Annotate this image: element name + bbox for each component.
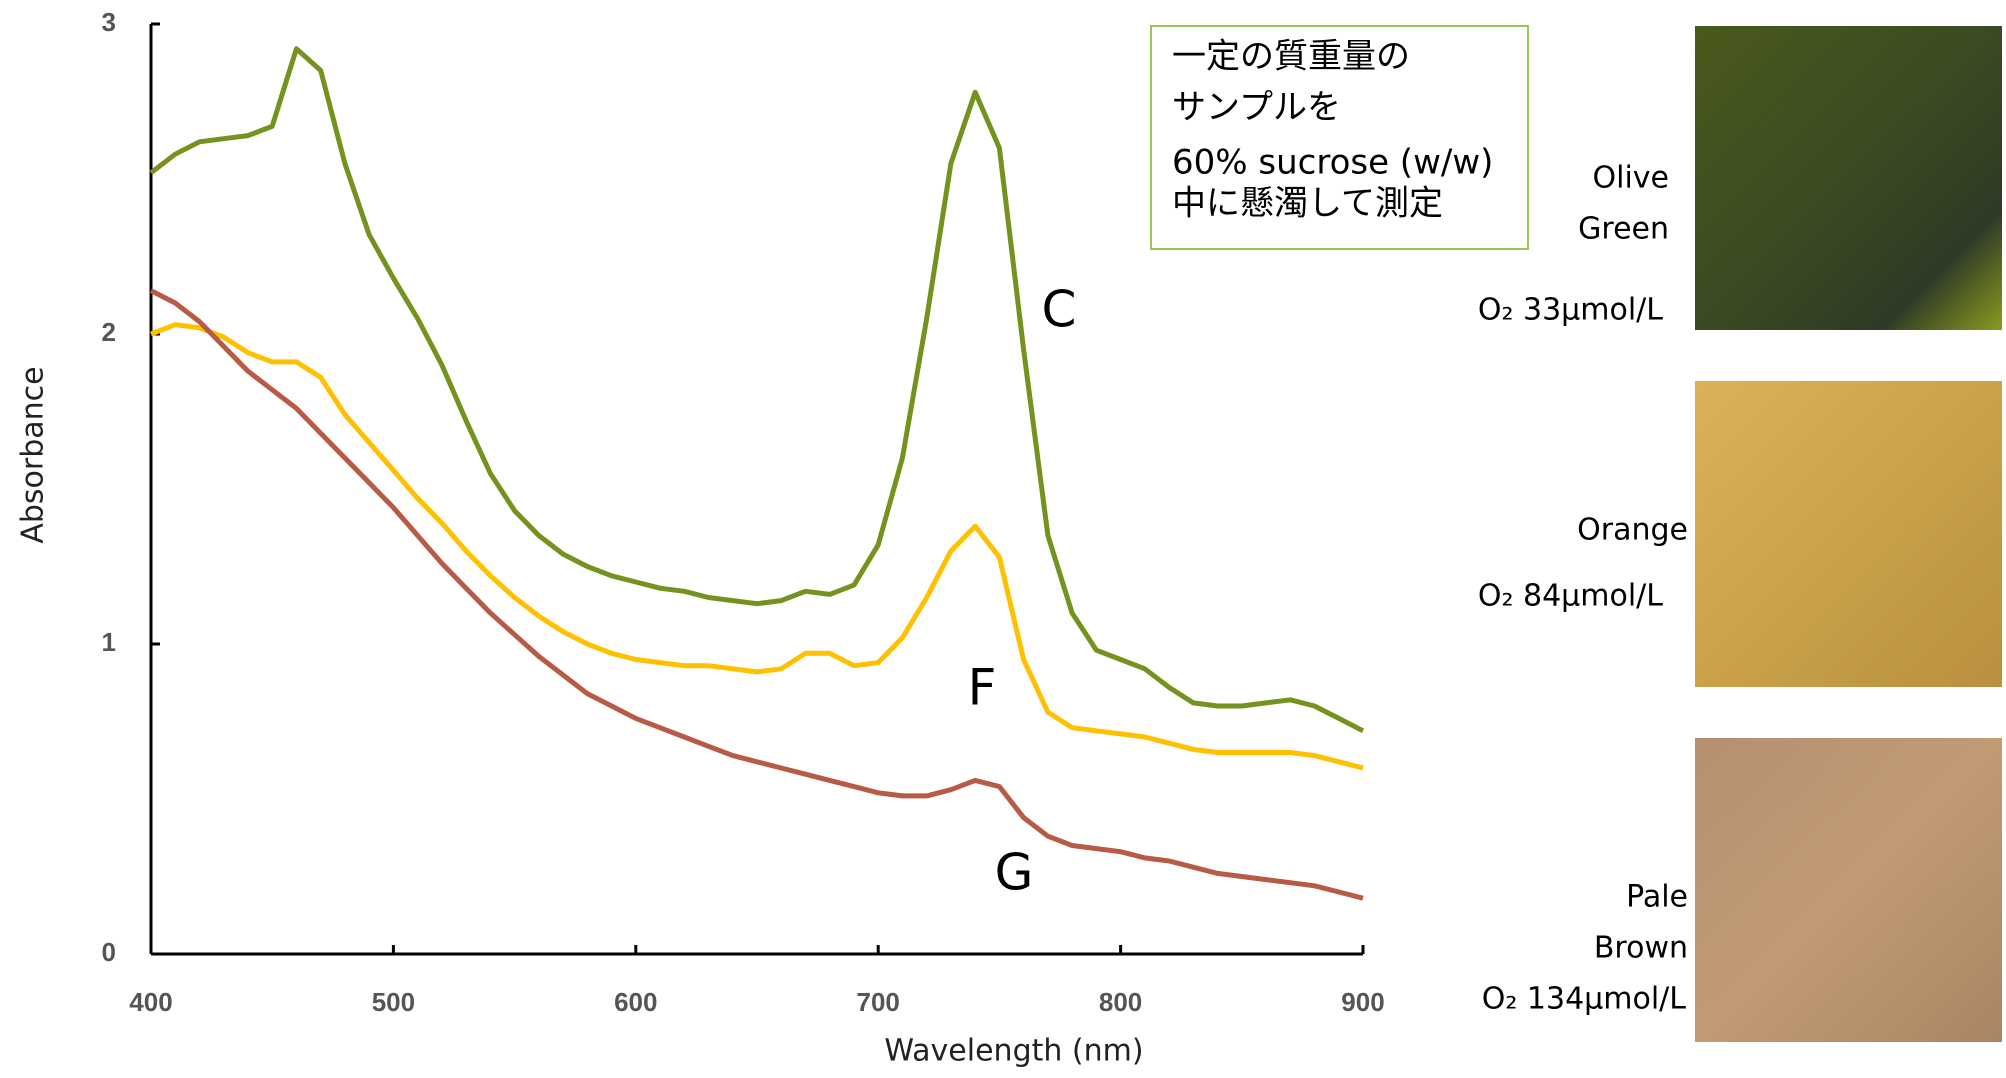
sample-photo (1695, 26, 2002, 330)
x-tick-label: 600 (614, 987, 657, 1017)
sample-label: Green (1578, 212, 1669, 247)
oxygen-label: O₂ 84μmol/L (1478, 579, 1663, 614)
oxygen-label: O₂ 33μmol/L (1478, 293, 1663, 328)
y-tick-label: 1 (102, 627, 116, 657)
series-label: G (995, 844, 1034, 902)
x-tick-label: 800 (1099, 987, 1142, 1017)
sample-label: Orange (1577, 513, 1688, 548)
data-line (149, 46, 1365, 734)
y-tick-label: 0 (102, 937, 116, 967)
annotation-line: 中に懸濁して測定 (1172, 184, 1443, 224)
annotation-line: サンプルを (1172, 88, 1341, 128)
sample-photo (1695, 381, 2002, 687)
data-line (150, 322, 1364, 771)
sample-label: Brown (1594, 931, 1688, 966)
series-label: F (968, 659, 997, 717)
x-tick-label: 700 (857, 987, 900, 1017)
oxygen-label: O₂ 134μmol/L (1482, 982, 1687, 1017)
sample-photo (1695, 738, 2002, 1042)
x-axis-label: Wavelength (nm) (884, 1034, 1143, 1069)
sample-label: Olive (1593, 161, 1670, 196)
x-tick-label: 900 (1341, 987, 1384, 1017)
x-tick-label: 500 (372, 987, 415, 1017)
series-label: C (1042, 281, 1077, 339)
sample-label: Pale (1626, 880, 1688, 915)
y-tick-label: 3 (102, 7, 116, 37)
data-line (149, 288, 1364, 901)
y-tick-label: 2 (102, 317, 116, 347)
y-axis-label: Absorbance (16, 366, 51, 543)
x-tick-label: 400 (129, 987, 172, 1017)
annotation-line: 一定の質重量の (1172, 37, 1410, 77)
annotation-line: 60% sucrose (w/w) (1172, 143, 1493, 183)
annotation-box (1150, 25, 1529, 250)
